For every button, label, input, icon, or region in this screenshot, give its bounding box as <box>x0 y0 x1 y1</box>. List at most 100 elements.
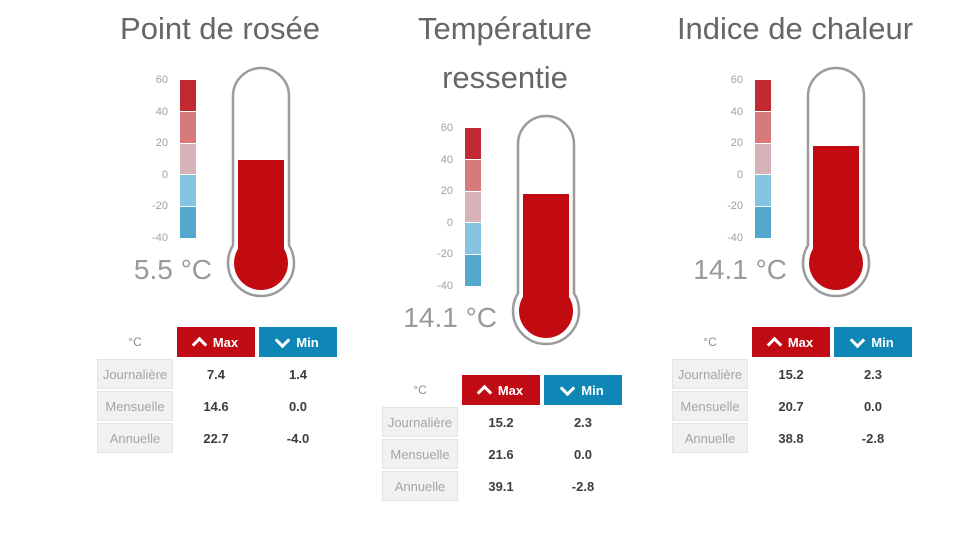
tick-label: 20 <box>730 137 743 150</box>
panel-title-line2: ressentie <box>442 60 568 95</box>
scale-segment <box>465 128 481 159</box>
max-value-monthly: 14.6 <box>203 398 229 414</box>
thermo-fill-bulb <box>809 236 863 290</box>
scale-segment <box>465 255 481 286</box>
row-label-yearly: Annuelle <box>382 471 458 501</box>
scale-color-bar <box>180 80 196 238</box>
tick-label: 0 <box>736 168 743 181</box>
min-button-label: Min <box>581 382 604 398</box>
gauge-panel-heat-index: Indice de chaleur 60 40 20 0 -20 -40 14.… <box>645 0 945 536</box>
scale-segment <box>755 175 771 207</box>
min-value-daily: 2.3 <box>863 366 883 382</box>
chevron-up-icon <box>766 336 783 352</box>
thermometer-gauge: 60 40 20 0 -20 -40 5.5 °C <box>70 64 370 304</box>
tick-label: 20 <box>155 137 168 150</box>
min-value-yearly: -2.8 <box>571 478 595 494</box>
scale-segment <box>755 143 771 175</box>
tick-label: 60 <box>440 122 453 134</box>
max-value-monthly: 21.6 <box>488 446 514 462</box>
max-button[interactable]: Max <box>462 375 540 405</box>
min-button[interactable]: Min <box>834 327 912 357</box>
row-label-yearly: Annuelle <box>672 423 748 453</box>
stats-table: °C Max Min Journalière 15.2 2.3 Mensuell… <box>672 327 916 453</box>
scale-segment <box>465 191 481 223</box>
row-label-monthly: Mensuelle <box>97 391 173 421</box>
max-value-yearly: 38.8 <box>778 430 804 446</box>
min-button-label: Min <box>871 334 894 350</box>
scale-segment <box>180 111 196 143</box>
scale-segment <box>180 175 196 207</box>
min-value-yearly: -2.8 <box>861 430 885 446</box>
scale-segment <box>180 143 196 175</box>
tick-label: 0 <box>446 216 453 229</box>
min-value-daily: 1.4 <box>288 366 308 382</box>
thermometer-graphic <box>801 66 871 298</box>
tick-label: 40 <box>440 153 453 166</box>
row-label-yearly: Annuelle <box>97 423 173 453</box>
min-button[interactable]: Min <box>544 375 622 405</box>
tick-label: 40 <box>155 105 168 118</box>
tick-label: -20 <box>152 200 168 213</box>
gauge-value: 14.1 °C <box>693 254 787 285</box>
max-value-yearly: 39.1 <box>488 478 514 494</box>
scale-color-bar <box>465 128 481 286</box>
min-value-monthly: 0.0 <box>863 398 883 414</box>
min-button[interactable]: Min <box>259 327 337 357</box>
tick-label: 0 <box>161 168 168 181</box>
thermo-fill-bulb <box>234 236 288 290</box>
max-value-daily: 15.2 <box>488 414 514 430</box>
max-button-label: Max <box>212 334 239 350</box>
max-button-label: Max <box>497 382 524 398</box>
chevron-up-icon <box>191 336 208 352</box>
chevron-down-icon <box>275 332 291 348</box>
max-value-monthly: 20.7 <box>778 398 804 414</box>
min-button-label: Min <box>296 334 319 350</box>
max-value-daily: 15.2 <box>778 366 804 382</box>
scale-segment <box>465 223 481 255</box>
thermometer-gauge: 60 40 20 0 -20 -40 14.1 °C <box>355 112 655 352</box>
scale-segment <box>755 207 771 238</box>
chevron-down-icon <box>850 332 866 348</box>
scale-segment <box>465 159 481 191</box>
max-button[interactable]: Max <box>177 327 255 357</box>
unit-header: °C <box>128 335 142 349</box>
gauge-value: 14.1 °C <box>403 302 497 333</box>
panel-title-line1: Point de rosée <box>120 11 320 46</box>
tick-label: -40 <box>727 232 743 244</box>
panel-title: Température ressentie <box>355 4 655 102</box>
min-value-yearly: -4.0 <box>286 430 310 446</box>
min-value-monthly: 0.0 <box>288 398 308 414</box>
chevron-down-icon <box>560 380 576 396</box>
gauge-panel-feels-like: Température ressentie 60 40 20 0 -20 -40… <box>355 0 655 536</box>
thermometer-graphic <box>226 66 296 298</box>
scale-segment <box>755 111 771 143</box>
max-value-daily: 7.4 <box>206 366 226 382</box>
tick-label: -20 <box>437 248 453 261</box>
scale-segment <box>755 80 771 111</box>
unit-header: °C <box>703 335 717 349</box>
stats-table: °C Max Min Journalière 7.4 1.4 Mensuelle… <box>97 327 341 453</box>
row-label-monthly: Mensuelle <box>672 391 748 421</box>
tick-label: 60 <box>155 74 168 86</box>
thermometer-gauge: 60 40 20 0 -20 -40 14.1 °C <box>645 64 945 304</box>
gauge-panel-dew-point: Point de rosée 60 40 20 0 -20 -40 5.5 °C… <box>70 0 370 536</box>
tick-label: -40 <box>437 280 453 292</box>
max-button[interactable]: Max <box>752 327 830 357</box>
panel-title-line1: Indice de chaleur <box>676 11 914 46</box>
min-value-daily: 2.3 <box>573 414 593 430</box>
tick-label: 20 <box>440 185 453 198</box>
gauge-value: 5.5 °C <box>133 254 212 285</box>
row-label-daily: Journalière <box>672 359 748 389</box>
unit-header: °C <box>413 383 427 397</box>
row-label-daily: Journalière <box>97 359 173 389</box>
scale-segment <box>180 80 196 111</box>
max-value-yearly: 22.7 <box>203 430 229 446</box>
thermometer-graphic <box>511 114 581 346</box>
max-button-label: Max <box>787 334 814 350</box>
panel-title: Indice de chaleur <box>645 4 945 53</box>
panel-title-line1: Température <box>417 11 593 46</box>
scale-segment <box>180 207 196 238</box>
panel-title: Point de rosée <box>70 4 370 53</box>
row-label-monthly: Mensuelle <box>382 439 458 469</box>
scale-color-bar <box>755 80 771 238</box>
